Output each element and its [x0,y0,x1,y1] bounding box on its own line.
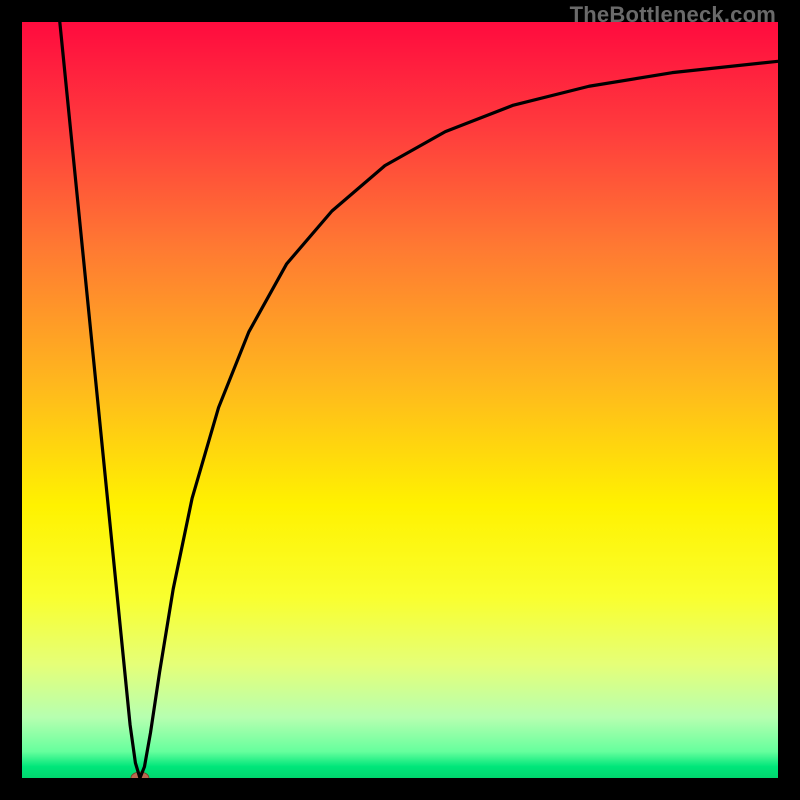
curve-path [60,22,778,778]
watermark-text: TheBottleneck.com [570,2,776,28]
chart-frame: TheBottleneck.com [0,0,800,800]
plot-area [22,22,778,778]
bottleneck-curve [22,22,778,778]
